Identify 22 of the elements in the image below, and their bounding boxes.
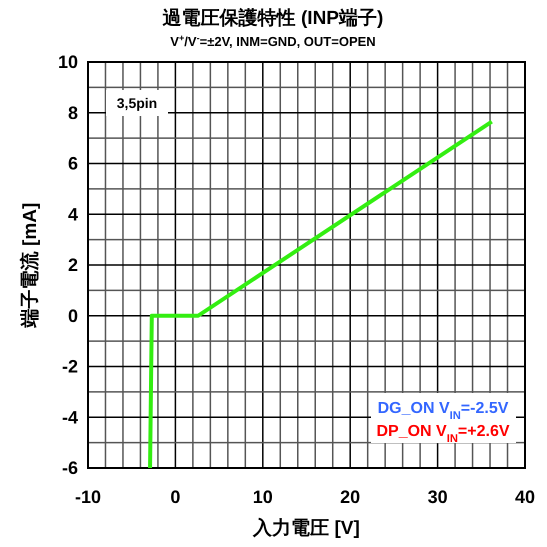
annotation: DG_ON V$_{IN}$=-2.5V [378, 400, 509, 422]
annotation: DP_ON V$_{IN}$=+2.6V [376, 423, 510, 445]
y-tick-label: 8 [68, 102, 78, 123]
y-tick-label: 4 [68, 204, 78, 224]
x-tick-label: 0 [170, 487, 180, 507]
y-tick-label: -4 [62, 407, 78, 428]
y-tick-label: 10 [58, 52, 78, 72]
y-tick-label: -2 [62, 356, 78, 376]
chart-subtitle: V$^{+}$/V$^{-}$=±2V, INM=GND, OUT=OPEN [170, 33, 376, 49]
chart-title: 過電圧保護特性 (INP端子) [162, 7, 384, 29]
annotation: 3,5pin [116, 95, 158, 111]
x-tick-label: 20 [340, 487, 360, 507]
x-tick-label: -10 [74, 487, 102, 507]
y-tick-label: 6 [68, 154, 78, 174]
x-tick-label: 30 [428, 487, 448, 507]
x-tick-label: 10 [252, 487, 273, 507]
y-tick-label: 0 [68, 306, 78, 326]
x-axis-title: 入力電圧 [V] [252, 517, 360, 539]
y-tick-label: -6 [62, 458, 78, 478]
y-tick-label: 2 [68, 255, 78, 275]
y-axis-title: 端子電流 [mA] [19, 202, 41, 328]
x-tick-label: 40 [514, 487, 536, 507]
